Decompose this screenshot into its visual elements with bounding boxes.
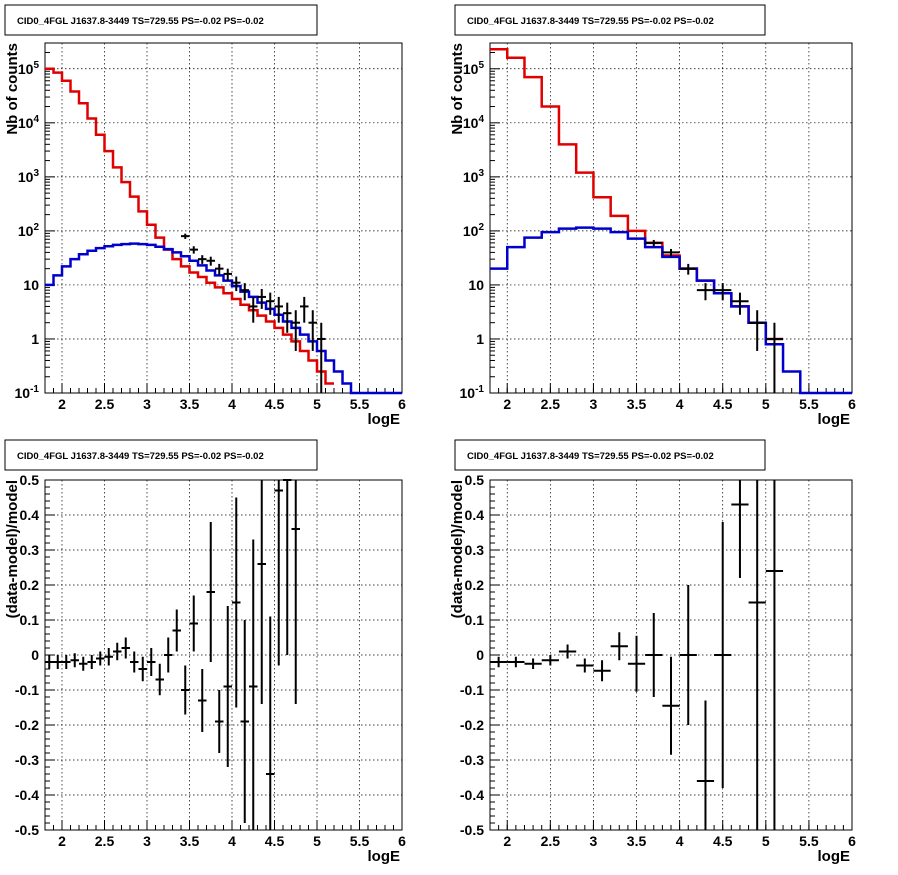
y-tick-label: 1 <box>476 331 484 347</box>
y-tick-label: -0.2 <box>460 717 484 733</box>
chart-title: CID0_4FGL J1637.8-3449 TS=729.55 PS=-0.0… <box>467 16 714 27</box>
x-tick-label: 6 <box>398 396 406 412</box>
x-tick-label: 5.5 <box>350 833 370 849</box>
x-tick-label: 2 <box>503 833 511 849</box>
title-box <box>454 4 766 36</box>
x-tick-label: 5 <box>762 833 770 849</box>
x-tick-label: 4 <box>676 833 684 849</box>
y-tick-label: 0.5 <box>465 472 485 488</box>
y-tick-label: 10 <box>23 277 39 293</box>
series-line-1 <box>45 242 402 395</box>
x-tick-label: 3.5 <box>180 396 200 412</box>
y-tick-label: 0.5 <box>20 472 40 488</box>
x-tick-label: 3.5 <box>180 833 200 849</box>
y-tick-label: 0.2 <box>20 577 40 593</box>
x-tick-label: 3.5 <box>627 833 647 849</box>
y-tick-label: 0.2 <box>465 577 485 593</box>
chart-title: CID0_4FGL J1637.8-3449 TS=729.55 PS=-0.0… <box>17 451 264 462</box>
title-box <box>4 4 318 36</box>
x-tick-label: 2.5 <box>541 833 561 849</box>
y-tick-label: 104 <box>18 114 40 131</box>
x-tick-label: 6 <box>848 396 856 412</box>
x-axis-label: logE <box>818 411 851 428</box>
x-tick-label: 4 <box>228 396 236 412</box>
x-axis-label: logE <box>368 411 401 428</box>
x-tick-label: 4 <box>228 833 236 849</box>
y-tick-label: 10 <box>468 277 484 293</box>
chart-panel-top-right: CID0_4FGL J1637.8-3449 TS=729.55 PS=-0.0… <box>449 4 856 428</box>
chart-panel-bottom-right: CID0_4FGL J1637.8-3449 TS=729.55 PS=-0.0… <box>449 439 856 865</box>
y-tick-label: 0.1 <box>465 612 485 628</box>
y-tick-label: 0.3 <box>465 542 485 558</box>
y-axis-label: Nb of counts <box>449 43 466 135</box>
x-tick-label: 4 <box>676 396 684 412</box>
y-tick-label: -0.4 <box>460 787 484 803</box>
x-tick-label: 6 <box>848 833 856 849</box>
y-tick-label: 0.3 <box>20 542 40 558</box>
chart-panel-bottom-left: CID0_4FGL J1637.8-3449 TS=729.55 PS=-0.0… <box>4 439 406 865</box>
x-tick-label: 4.5 <box>265 396 285 412</box>
x-tick-label: 2 <box>503 396 511 412</box>
y-tick-label: -0.4 <box>15 787 39 803</box>
y-tick-label: 0.4 <box>20 507 40 523</box>
x-tick-label: 2.5 <box>541 396 561 412</box>
x-tick-label: 5 <box>762 396 770 412</box>
y-tick-label: 103 <box>463 168 485 185</box>
y-tick-label: -0.1 <box>15 682 39 698</box>
y-tick-label: 103 <box>18 168 40 185</box>
x-tick-label: 4.5 <box>713 396 733 412</box>
x-tick-label: 5 <box>313 833 321 849</box>
y-tick-label: -0.3 <box>460 752 484 768</box>
series-line-0 <box>45 67 334 385</box>
y-tick-label: 105 <box>18 60 40 77</box>
x-tick-label: 2 <box>58 396 66 412</box>
y-tick-label: -0.5 <box>15 822 39 838</box>
x-tick-label: 4.5 <box>265 833 285 849</box>
x-axis-label: logE <box>368 848 401 865</box>
y-tick-label: 0.1 <box>20 612 40 628</box>
x-tick-label: 5.5 <box>350 396 370 412</box>
title-box <box>4 439 318 471</box>
x-tick-label: 5.5 <box>799 833 819 849</box>
x-tick-label: 5.5 <box>799 396 819 412</box>
x-tick-label: 3.5 <box>627 396 647 412</box>
y-axis-label: Nb of counts <box>4 43 21 135</box>
y-tick-label: 102 <box>18 222 40 239</box>
plot-frame <box>44 479 403 831</box>
x-tick-label: 4.5 <box>713 833 733 849</box>
x-tick-label: 3 <box>590 833 598 849</box>
y-tick-label: 102 <box>463 222 485 239</box>
x-tick-label: 3 <box>590 396 598 412</box>
x-tick-label: 2.5 <box>95 833 115 849</box>
y-tick-label: 0 <box>31 647 39 663</box>
x-tick-label: 2 <box>58 833 66 849</box>
plot-frame <box>489 42 853 394</box>
y-tick-label: 1 <box>31 331 39 347</box>
title-box <box>454 439 766 471</box>
x-tick-label: 3 <box>143 833 151 849</box>
y-tick-label: 10-1 <box>15 384 40 401</box>
y-tick-label: -0.3 <box>15 752 39 768</box>
y-tick-label: -0.1 <box>460 682 484 698</box>
y-tick-label: 0 <box>476 647 484 663</box>
chart-title: CID0_4FGL J1637.8-3449 TS=729.55 PS=-0.0… <box>17 16 264 27</box>
x-tick-label: 5 <box>313 396 321 412</box>
x-axis-label: logE <box>818 848 851 865</box>
x-tick-label: 6 <box>398 833 406 849</box>
y-tick-label: -0.2 <box>15 717 39 733</box>
y-axis-label: (data-model)/model <box>449 480 466 618</box>
x-tick-label: 3 <box>143 396 151 412</box>
y-axis-label: (data-model)/model <box>4 480 21 618</box>
chart-title: CID0_4FGL J1637.8-3449 TS=729.55 PS=-0.0… <box>467 451 714 462</box>
y-tick-label: 105 <box>463 60 485 77</box>
chart-panel-top-left: CID0_4FGL J1637.8-3449 TS=729.55 PS=-0.0… <box>4 4 406 428</box>
y-tick-label: -0.5 <box>460 822 484 838</box>
x-tick-label: 2.5 <box>95 396 115 412</box>
y-tick-label: 0.4 <box>465 507 485 523</box>
plot-frame <box>44 42 403 394</box>
y-tick-label: 104 <box>463 114 485 131</box>
y-tick-label: 10-1 <box>460 384 485 401</box>
